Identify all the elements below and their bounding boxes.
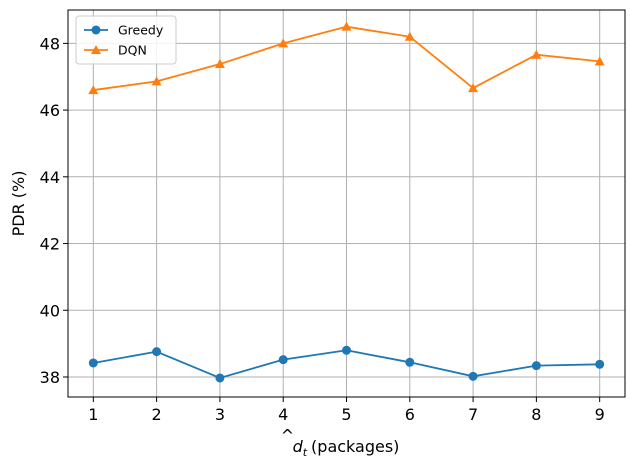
x-tick-label: 3	[215, 405, 225, 424]
legend-label-greedy: Greedy	[118, 23, 164, 38]
legend-marker-dqn	[91, 45, 101, 54]
x-tick-label: 7	[468, 405, 478, 424]
series-layer	[88, 21, 605, 383]
data-point-dqn	[531, 49, 542, 59]
data-point-greedy	[152, 347, 162, 357]
ticks-layer: 1 2 3 4 5 6 7 8 9 38 40 42 44 46 48	[40, 34, 605, 424]
data-point-dqn	[468, 83, 479, 93]
x-axis-label-units: (packages)	[311, 437, 399, 456]
legend-entry-dqn: DQN	[84, 43, 147, 58]
data-point-dqn	[151, 76, 162, 86]
series-dqn	[88, 21, 605, 95]
data-point-greedy	[215, 373, 225, 383]
legend-entry-greedy: Greedy	[84, 23, 164, 38]
x-axis-label: dt (packages)	[293, 437, 400, 459]
data-point-greedy	[278, 355, 288, 365]
legend: Greedy DQN	[75, 15, 177, 65]
data-point-dqn	[341, 21, 352, 31]
y-tick-label: 38	[40, 368, 60, 387]
x-axis-label-hat: ^	[281, 426, 294, 445]
data-point-dqn	[88, 85, 99, 95]
y-tick-label: 48	[40, 34, 60, 53]
data-point-greedy	[88, 358, 98, 368]
data-point-greedy	[531, 361, 541, 371]
y-tick-label: 46	[40, 101, 60, 120]
legend-marker-greedy	[91, 25, 101, 35]
series-greedy	[88, 345, 605, 383]
y-tick-label: 40	[40, 301, 60, 320]
y-axis-label: PDR (%)	[9, 171, 28, 237]
data-point-dqn	[214, 59, 225, 69]
grid	[68, 10, 625, 397]
x-axis-label-symbol: d	[293, 437, 304, 456]
x-tick-label: 9	[595, 405, 605, 424]
legend-label-dqn: DQN	[118, 43, 147, 58]
data-point-greedy	[468, 371, 478, 381]
x-tick-label: 2	[152, 405, 162, 424]
x-tick-label: 5	[341, 405, 351, 424]
x-tick-label: 6	[405, 405, 415, 424]
data-point-greedy	[595, 359, 605, 369]
x-axis-label-subscript: t	[303, 446, 308, 459]
legend-box	[75, 15, 177, 65]
x-tick-label: 4	[278, 405, 288, 424]
x-tick-label: 8	[531, 405, 541, 424]
x-tick-label: 1	[88, 405, 98, 424]
data-point-dqn	[278, 38, 289, 48]
y-tick-label: 42	[40, 235, 60, 254]
data-point-greedy	[405, 357, 415, 367]
data-point-dqn	[404, 31, 415, 41]
y-tick-label: 44	[40, 168, 60, 187]
data-point-dqn	[594, 56, 605, 66]
data-point-greedy	[342, 345, 351, 355]
